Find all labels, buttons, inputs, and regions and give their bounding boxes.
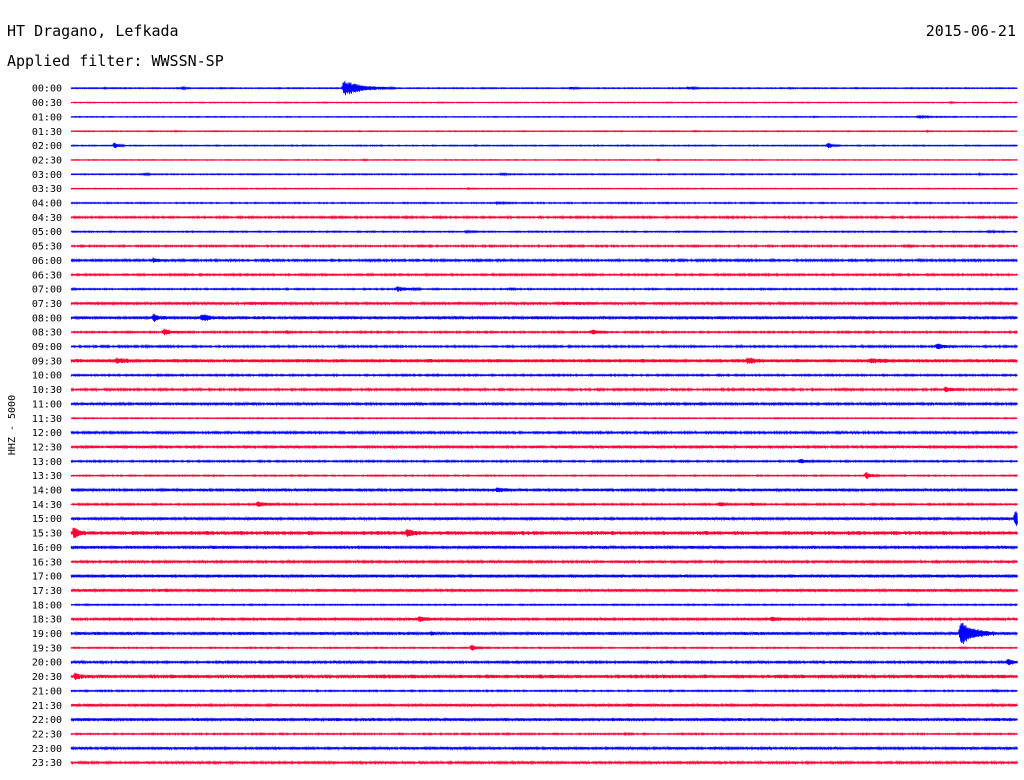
filter-label: Applied filter: WWSSN-SP [7,52,224,70]
time-tick-label: 19:30 [32,643,62,654]
time-tick-label: 02:00 [32,141,62,152]
time-tick-label: 02:30 [32,155,62,166]
time-tick-label: 22:00 [32,715,62,726]
time-tick-label: 17:30 [32,586,62,597]
time-tick-label: 18:30 [32,615,62,626]
time-tick-label: 09:00 [32,342,62,353]
time-tick-label: 16:00 [32,543,62,554]
time-tick-label: 04:30 [32,213,62,224]
time-tick-label: 14:00 [32,486,62,497]
time-tick-label: 20:30 [32,672,62,683]
time-tick-label: 01:00 [32,112,62,123]
time-tick-label: 15:30 [32,529,62,540]
time-tick-label: 06:30 [32,270,62,281]
time-tick-label: 22:30 [32,729,62,740]
time-tick-label: 11:30 [32,414,62,425]
date-label: 2015-06-21 [926,22,1016,40]
time-tick-label: 05:00 [32,227,62,238]
time-tick-label: 12:30 [32,442,62,453]
time-tick-label: 01:30 [32,127,62,138]
seismogram-traces [70,80,1018,766]
time-tick-label: 16:30 [32,557,62,568]
time-tick-label: 10:00 [32,371,62,382]
time-tick-label: 13:30 [32,471,62,482]
time-tick-label: 13:00 [32,457,62,468]
time-tick-label: 21:30 [32,701,62,712]
time-tick-label: 05:30 [32,242,62,253]
time-tick-label: 03:00 [32,170,62,181]
time-tick-label: 08:00 [32,313,62,324]
time-tick-label: 10:30 [32,385,62,396]
time-tick-label: 21:00 [32,686,62,697]
time-tick-label: 07:00 [32,285,62,296]
station-title: HT Dragano, Lefkada [7,22,179,40]
time-tick-label: 17:00 [32,572,62,583]
time-tick-label: 20:00 [32,658,62,669]
time-tick-label: 00:30 [32,98,62,109]
time-tick-label: 11:00 [32,399,62,410]
time-tick-label: 23:00 [32,744,62,755]
time-tick-label: 09:30 [32,356,62,367]
time-tick-label: 15:00 [32,514,62,525]
time-tick-label: 08:30 [32,328,62,339]
time-tick-label: 12:00 [32,428,62,439]
time-tick-label: 03:30 [32,184,62,195]
time-tick-label: 06:00 [32,256,62,267]
y-axis-label: HHZ - 5000 [7,395,18,455]
time-tick-label: 14:30 [32,500,62,511]
time-tick-label: 00:00 [32,84,62,95]
time-tick-label: 23:30 [32,758,62,769]
time-tick-label: 04:00 [32,199,62,210]
time-tick-label: 18:00 [32,600,62,611]
time-tick-label: 19:00 [32,629,62,640]
time-tick-label: 07:30 [32,299,62,310]
time-tick-labels: 00:00 00:30 01:00 01:30 02:00 02:30 03:00 03:30… [32,84,62,769]
